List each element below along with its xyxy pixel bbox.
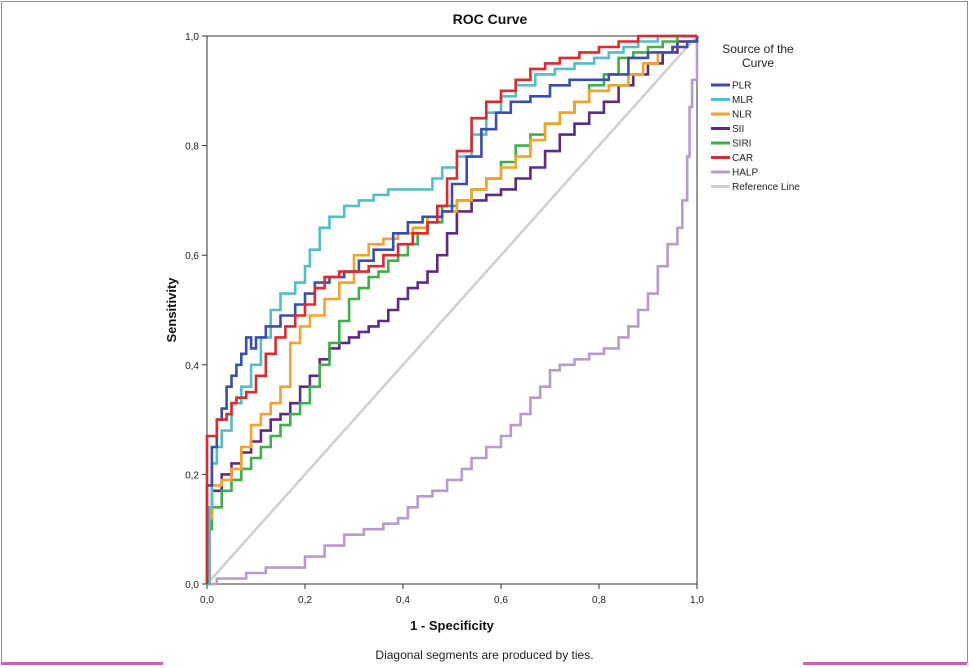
- legend-label-car: CAR: [732, 153, 753, 164]
- series-line-mlr: [207, 34, 697, 586]
- legend-label-reference-line: Reference Line: [732, 182, 800, 193]
- series-line-nlr: [207, 36, 699, 586]
- chart-title: ROC Curve: [453, 11, 528, 27]
- legend-label-halp: HALP: [732, 168, 758, 179]
- bottom-accent-right: [803, 662, 967, 665]
- legend-title-line1: Source of the: [722, 42, 794, 56]
- legend-title-line2: Curve: [742, 56, 774, 70]
- x-axis-label: 1 - Specificity: [410, 618, 495, 633]
- x-tick-label: 1,0: [690, 595, 704, 606]
- footnote: Diagonal segments are produced by ties.: [375, 648, 594, 662]
- x-tick-label: 0,8: [592, 595, 606, 606]
- plot-area: [206, 35, 698, 585]
- curves-group: [205, 34, 699, 586]
- y-tick-label: 1,0: [185, 32, 199, 43]
- legend-label-sii: SII: [732, 124, 744, 135]
- series-line-reference-line: [206, 35, 698, 585]
- x-tick-label: 0,6: [494, 595, 508, 606]
- x-tick-label: 0,2: [298, 595, 312, 606]
- series-line-halp: [207, 36, 699, 586]
- y-tick-label: 0,0: [185, 580, 199, 591]
- y-tick-label: 0,4: [185, 361, 199, 372]
- axis-ticks: 0,0 0,2 0,4 0,6 0,8 1,0 0,0 0,2 0,4 0,6 0,8 1,0: [185, 32, 704, 606]
- legend-label-mlr: MLR: [732, 95, 753, 106]
- series-line-car: [205, 34, 697, 584]
- y-tick-label: 0,8: [185, 142, 199, 153]
- y-tick-label: 0,6: [185, 251, 199, 262]
- series-line-plr: [205, 36, 699, 584]
- y-tick-label: 0,2: [185, 470, 199, 481]
- series-line-sii: [207, 36, 699, 586]
- x-tick-label: 0,4: [396, 595, 410, 606]
- x-tick-label: 0,0: [200, 595, 214, 606]
- y-axis-label: Sensitivity: [164, 277, 179, 343]
- legend-label-nlr: NLR: [732, 110, 752, 121]
- legend-label-siri: SIRI: [732, 139, 751, 150]
- legend-label-plr: PLR: [732, 81, 751, 92]
- bottom-accent-left: [1, 662, 163, 665]
- legend: Source of the Curve PLR MLR NLR SII SIRI CAR H…: [711, 42, 800, 193]
